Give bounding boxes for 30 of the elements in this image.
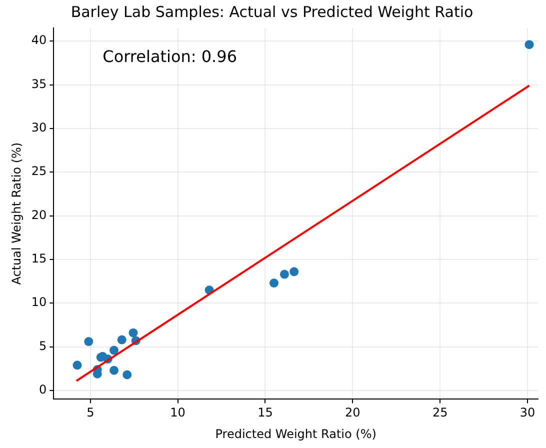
x-tick-label: 30: [520, 406, 536, 420]
y-tick-label: 10: [31, 295, 47, 310]
y-tick-label: 0: [39, 382, 47, 397]
y-tick-label: 25: [31, 164, 47, 178]
y-tick-label: 5: [39, 338, 47, 353]
chart-title: Barley Lab Samples: Actual vs Predicted Weight Ratio: [70, 2, 474, 21]
point: [72, 360, 82, 370]
y-tick-label: 30: [31, 120, 47, 135]
point: [524, 40, 534, 50]
point: [109, 346, 118, 355]
x-axis-title: Predicted Weight Ratio (%): [215, 426, 376, 441]
x-tick-label: 25: [432, 406, 448, 420]
point: [84, 337, 94, 346]
y-tick-label: 35: [31, 76, 47, 91]
y-tick-label: 20: [31, 208, 47, 222]
y-tick-label: 40: [31, 33, 47, 48]
x-tick-label: 20: [345, 406, 360, 420]
y-tick-label: 15: [31, 252, 47, 266]
point: [280, 270, 289, 279]
point: [290, 267, 299, 276]
x-tick-label: 10: [170, 406, 186, 420]
y-axis-title: Actual Weight Ratio (%): [9, 142, 24, 285]
point: [269, 278, 278, 288]
point: [109, 366, 118, 375]
point: [128, 328, 138, 338]
x-tick-label: 5: [86, 406, 94, 420]
annotation: Correlation: 0.96: [102, 47, 237, 66]
x-tick-label: 15: [258, 406, 273, 420]
point: [122, 370, 132, 380]
point: [117, 335, 126, 344]
